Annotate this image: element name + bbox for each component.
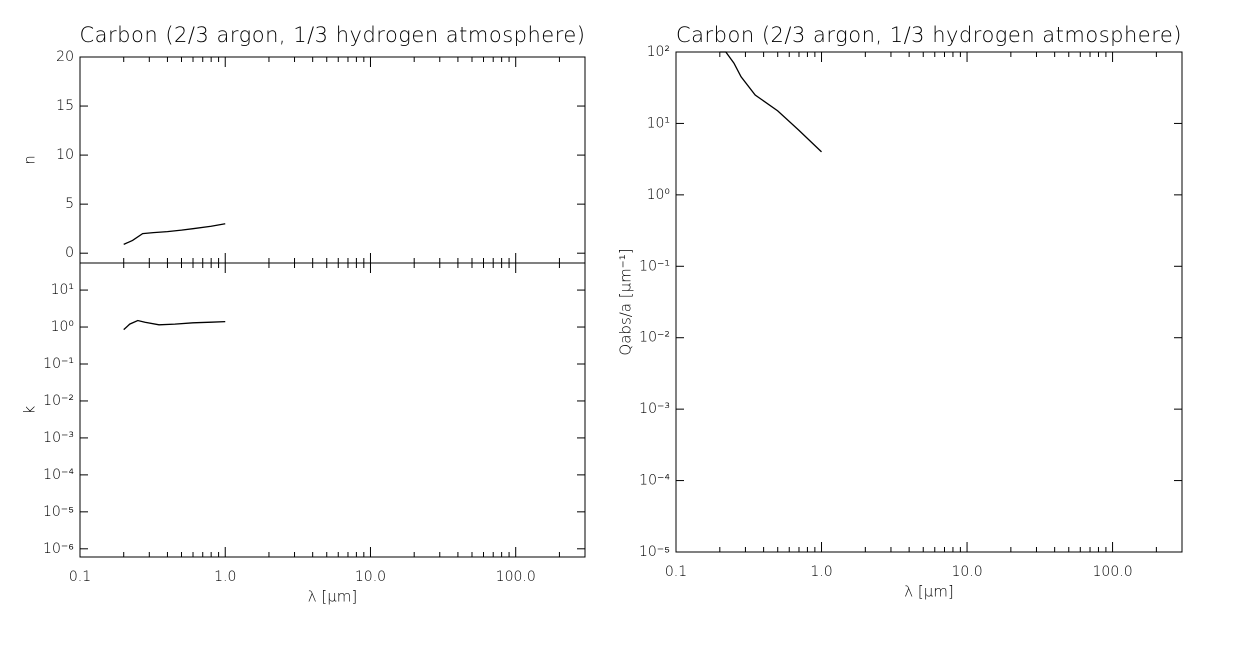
y-axis-label: k [21, 405, 39, 414]
y-tick-label: 0 [65, 245, 74, 261]
y-axis-label: n [21, 155, 39, 165]
data-line [719, 51, 822, 153]
y-tick-label: 10⁰ [51, 319, 74, 335]
x-axis-label: λ [μm] [308, 588, 358, 606]
chart-title: Carbon (2/3 argon, 1/3 hydrogen atmosphe… [80, 23, 586, 47]
y-tick-label: 10⁻⁵ [43, 504, 74, 520]
x-tick-label: 100.0 [1093, 564, 1133, 580]
y-tick-label: 10¹ [51, 282, 74, 298]
x-tick-label: 1.0 [214, 569, 236, 585]
data-line [123, 223, 226, 245]
plot-frame [675, 51, 1183, 553]
x-tick-label: 10.0 [951, 564, 982, 580]
data-line [123, 319, 226, 331]
y-tick-label: 5 [65, 196, 74, 212]
x-tick-label: 0.1 [665, 564, 687, 580]
y-tick-label: 10⁻² [43, 393, 74, 409]
y-tick-label: 20 [56, 49, 74, 65]
x-tick-label: 1.0 [810, 564, 832, 580]
y-tick-label: 10⁻⁴ [639, 473, 670, 489]
y-tick-label: 10⁻³ [43, 430, 74, 446]
x-axis-label: λ [μm] [904, 583, 954, 601]
y-tick-label: 10⁻³ [639, 401, 670, 417]
y-tick-label: 10⁻¹ [639, 258, 670, 274]
y-tick-label: 10⁻⁴ [43, 467, 74, 483]
y-tick-label: 10⁻⁵ [639, 544, 670, 560]
y-tick-label: 10⁻¹ [43, 356, 74, 372]
chart-title: Carbon (2/3 argon, 1/3 hydrogen atmosphe… [676, 23, 1182, 47]
y-tick-label: 10⁰ [647, 187, 670, 203]
x-tick-label: 100.0 [496, 569, 536, 585]
y-tick-label: 10¹ [647, 115, 670, 131]
y-tick-label: 10 [56, 147, 74, 163]
y-axis-label: Qabs/a [μm⁻¹] [617, 248, 635, 355]
x-tick-label: 0.1 [69, 569, 91, 585]
y-tick-label: 10⁻⁶ [43, 541, 74, 557]
y-tick-label: 10⁻² [639, 330, 670, 346]
y-tick-label: 10² [647, 44, 670, 60]
y-tick-label: 15 [56, 98, 74, 114]
plot-frame [79, 262, 586, 558]
x-tick-label: 10.0 [355, 569, 386, 585]
